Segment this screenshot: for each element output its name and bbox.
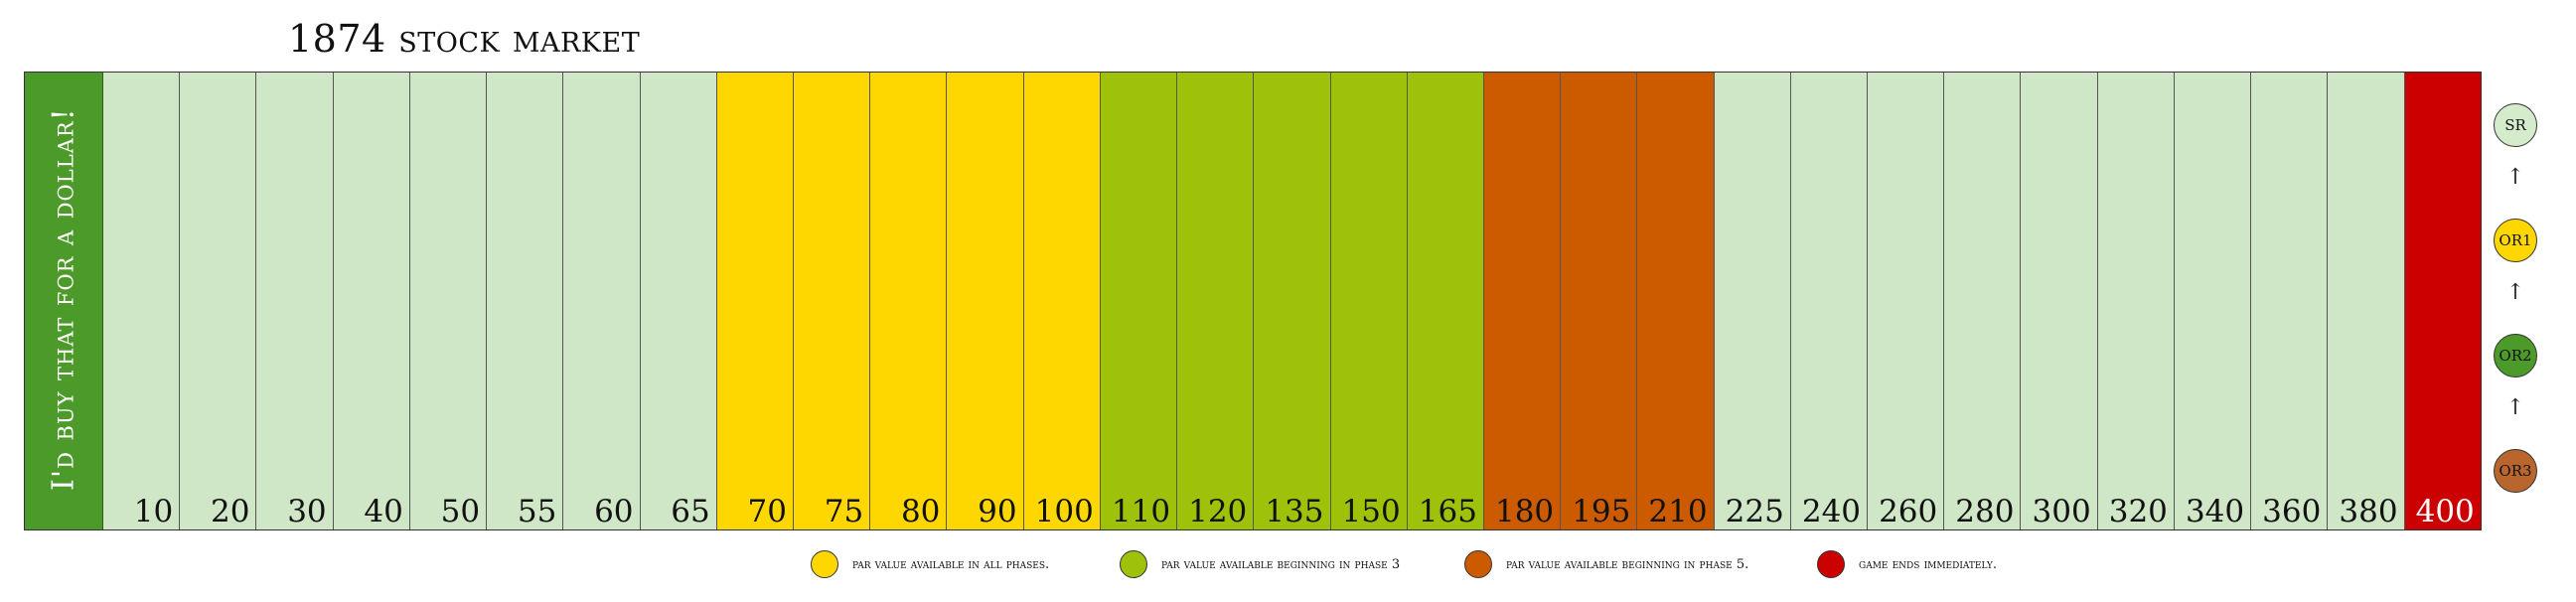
legend-swatch-icon bbox=[1120, 550, 1147, 578]
price-label: 180 bbox=[1494, 494, 1555, 529]
price-cell-55[interactable]: 55 bbox=[487, 73, 564, 529]
price-label: 30 bbox=[287, 494, 327, 529]
price-label: 55 bbox=[517, 494, 557, 529]
market-header-label: I'd buy that for a dollar! bbox=[46, 107, 81, 491]
legend-swatch-icon bbox=[811, 550, 838, 578]
legend-item: par value available beginning in phase 5… bbox=[1464, 549, 1748, 579]
price-label: 40 bbox=[364, 494, 403, 529]
legend: par value available in all phases. par va… bbox=[0, 549, 2576, 579]
price-cell-260[interactable]: 260 bbox=[1868, 73, 1945, 529]
market-title: 1874 stock market bbox=[288, 17, 641, 61]
price-label: 380 bbox=[2339, 494, 2398, 529]
price-label: 75 bbox=[824, 494, 864, 529]
price-label: 10 bbox=[133, 494, 174, 529]
price-cell-165[interactable]: 165 bbox=[1407, 73, 1484, 529]
price-label: 70 bbox=[747, 494, 787, 529]
price-label: 90 bbox=[978, 494, 1017, 529]
price-label: 100 bbox=[1034, 494, 1094, 529]
price-label: 320 bbox=[2108, 494, 2168, 529]
market-header-cell: I'd buy that for a dollar! bbox=[25, 73, 103, 529]
price-label: 110 bbox=[1111, 494, 1171, 529]
price-label: 240 bbox=[1801, 494, 1862, 529]
price-cell-110[interactable]: 110 bbox=[1100, 73, 1178, 529]
price-cell-70[interactable]: 70 bbox=[716, 73, 794, 529]
price-label: 20 bbox=[210, 494, 250, 529]
round-marker-sr: SR bbox=[2494, 103, 2537, 147]
price-label: 195 bbox=[1572, 494, 1631, 529]
price-label: 135 bbox=[1265, 494, 1324, 529]
price-label: 120 bbox=[1188, 494, 1248, 529]
price-cell-400[interactable]: 400 bbox=[2404, 73, 2481, 529]
price-cell-210[interactable]: 210 bbox=[1637, 73, 1715, 529]
price-cell-320[interactable]: 320 bbox=[2097, 73, 2175, 529]
price-cell-60[interactable]: 60 bbox=[563, 73, 641, 529]
legend-swatch-icon bbox=[1817, 550, 1845, 578]
price-cell-380[interactable]: 380 bbox=[2328, 73, 2405, 529]
price-cell-225[interactable]: 225 bbox=[1714, 73, 1791, 529]
legend-item: par value available in all phases. bbox=[811, 549, 1049, 579]
legend-text: par value available beginning in phase 3 bbox=[1161, 556, 1401, 572]
price-cell-100[interactable]: 100 bbox=[1023, 73, 1101, 529]
price-label: 210 bbox=[1648, 494, 1708, 529]
price-label: 165 bbox=[1418, 494, 1477, 529]
price-label: 150 bbox=[1341, 494, 1401, 529]
legend-item: par value available beginning in phase 3 bbox=[1120, 549, 1400, 579]
price-label: 340 bbox=[2185, 494, 2245, 529]
price-cell-360[interactable]: 360 bbox=[2251, 73, 2329, 529]
price-label: 225 bbox=[1725, 494, 1784, 529]
price-cells: 10 20 30 40 50 55 60 65 70 75 80 90 100 110 120 135 150 1… bbox=[103, 73, 2481, 529]
price-cell-30[interactable]: 30 bbox=[256, 73, 334, 529]
legend-text: game ends immediately. bbox=[1859, 556, 1997, 572]
legend-text: par value available in all phases. bbox=[852, 556, 1050, 572]
up-arrow-icon: ↑ bbox=[2505, 280, 2525, 305]
price-cell-50[interactable]: 50 bbox=[409, 73, 488, 529]
price-cell-75[interactable]: 75 bbox=[793, 73, 871, 529]
price-cell-240[interactable]: 240 bbox=[1790, 73, 1869, 529]
price-cell-80[interactable]: 80 bbox=[870, 73, 948, 529]
price-label: 60 bbox=[594, 494, 634, 529]
stock-market-track: I'd buy that for a dollar! 10 20 30 40 50 55 6… bbox=[24, 72, 2482, 530]
price-cell-300[interactable]: 300 bbox=[2021, 73, 2098, 529]
price-label: 65 bbox=[671, 494, 710, 529]
price-label: 260 bbox=[1879, 494, 1938, 529]
up-arrow-icon: ↑ bbox=[2505, 165, 2525, 190]
price-label: 50 bbox=[440, 494, 481, 529]
legend-item: game ends immediately. bbox=[1817, 549, 1997, 579]
price-label: 280 bbox=[1955, 494, 2015, 529]
price-cell-150[interactable]: 150 bbox=[1330, 73, 1408, 529]
round-marker-or3: OR3 bbox=[2494, 449, 2537, 493]
round-marker-or1: OR1 bbox=[2494, 219, 2537, 262]
up-arrow-icon: ↑ bbox=[2505, 395, 2525, 420]
price-cell-195[interactable]: 195 bbox=[1561, 73, 1638, 529]
price-cell-180[interactable]: 180 bbox=[1483, 73, 1562, 529]
legend-swatch-icon bbox=[1464, 550, 1492, 578]
round-marker-or2: OR2 bbox=[2494, 334, 2537, 377]
price-label: 300 bbox=[2032, 494, 2091, 529]
price-cell-40[interactable]: 40 bbox=[333, 73, 410, 529]
price-label: 400 bbox=[2415, 494, 2475, 529]
price-cell-10[interactable]: 10 bbox=[103, 73, 181, 529]
price-cell-20[interactable]: 20 bbox=[180, 73, 257, 529]
price-label: 360 bbox=[2262, 494, 2322, 529]
price-cell-135[interactable]: 135 bbox=[1254, 73, 1331, 529]
price-label: 80 bbox=[900, 494, 941, 529]
price-cell-340[interactable]: 340 bbox=[2174, 73, 2252, 529]
price-cell-280[interactable]: 280 bbox=[1944, 73, 2022, 529]
legend-text: par value available beginning in phase 5… bbox=[1506, 556, 1749, 572]
price-cell-90[interactable]: 90 bbox=[947, 73, 1024, 529]
price-cell-65[interactable]: 65 bbox=[640, 73, 717, 529]
price-cell-120[interactable]: 120 bbox=[1177, 73, 1255, 529]
